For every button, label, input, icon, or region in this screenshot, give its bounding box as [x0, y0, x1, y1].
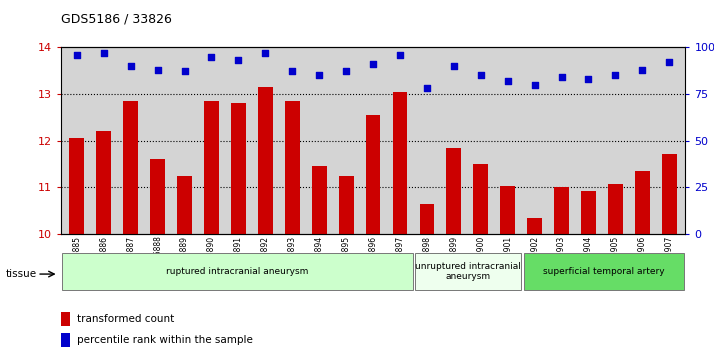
- Point: [152, 67, 164, 73]
- Bar: [69, 138, 84, 234]
- Bar: [177, 176, 192, 234]
- Point: [529, 82, 540, 87]
- Bar: [258, 87, 273, 234]
- Point: [394, 52, 406, 58]
- Bar: [527, 218, 542, 234]
- Bar: [61, 333, 70, 347]
- Point: [71, 52, 83, 58]
- Bar: [662, 154, 677, 234]
- Point: [367, 61, 378, 67]
- Text: unruptured intracranial
aneurysm: unruptured intracranial aneurysm: [416, 262, 521, 281]
- Bar: [420, 204, 434, 234]
- Text: transformed count: transformed count: [77, 314, 174, 324]
- Point: [663, 59, 675, 65]
- Bar: [366, 115, 381, 234]
- Text: ruptured intracranial aneurysm: ruptured intracranial aneurysm: [166, 267, 308, 276]
- Bar: [554, 187, 569, 234]
- Point: [313, 72, 325, 78]
- Bar: [62, 253, 413, 290]
- Bar: [446, 148, 461, 234]
- Point: [98, 50, 109, 56]
- Bar: [523, 253, 684, 290]
- Point: [637, 67, 648, 73]
- Bar: [204, 101, 219, 234]
- Bar: [96, 131, 111, 234]
- Point: [610, 72, 621, 78]
- Text: GDS5186 / 33826: GDS5186 / 33826: [61, 13, 171, 26]
- Point: [448, 63, 460, 69]
- Bar: [285, 101, 300, 234]
- Point: [286, 69, 298, 74]
- Bar: [415, 253, 521, 290]
- Bar: [635, 171, 650, 234]
- Point: [178, 69, 190, 74]
- Point: [206, 54, 217, 60]
- Point: [260, 50, 271, 56]
- Bar: [124, 101, 138, 234]
- Point: [556, 74, 568, 80]
- Text: superficial temporal artery: superficial temporal artery: [543, 267, 665, 276]
- Point: [233, 57, 244, 63]
- Point: [475, 72, 486, 78]
- Bar: [473, 164, 488, 234]
- Bar: [231, 103, 246, 234]
- Point: [421, 85, 433, 91]
- Bar: [393, 91, 408, 234]
- Text: percentile rank within the sample: percentile rank within the sample: [77, 335, 253, 345]
- Bar: [501, 187, 515, 234]
- Bar: [338, 176, 353, 234]
- Bar: [608, 184, 623, 234]
- Bar: [312, 166, 326, 234]
- Bar: [61, 312, 70, 326]
- Point: [502, 78, 513, 84]
- Text: tissue: tissue: [6, 269, 37, 279]
- Bar: [581, 191, 596, 234]
- Bar: [150, 159, 165, 234]
- Point: [125, 63, 136, 69]
- Point: [341, 69, 352, 74]
- Point: [583, 76, 594, 82]
